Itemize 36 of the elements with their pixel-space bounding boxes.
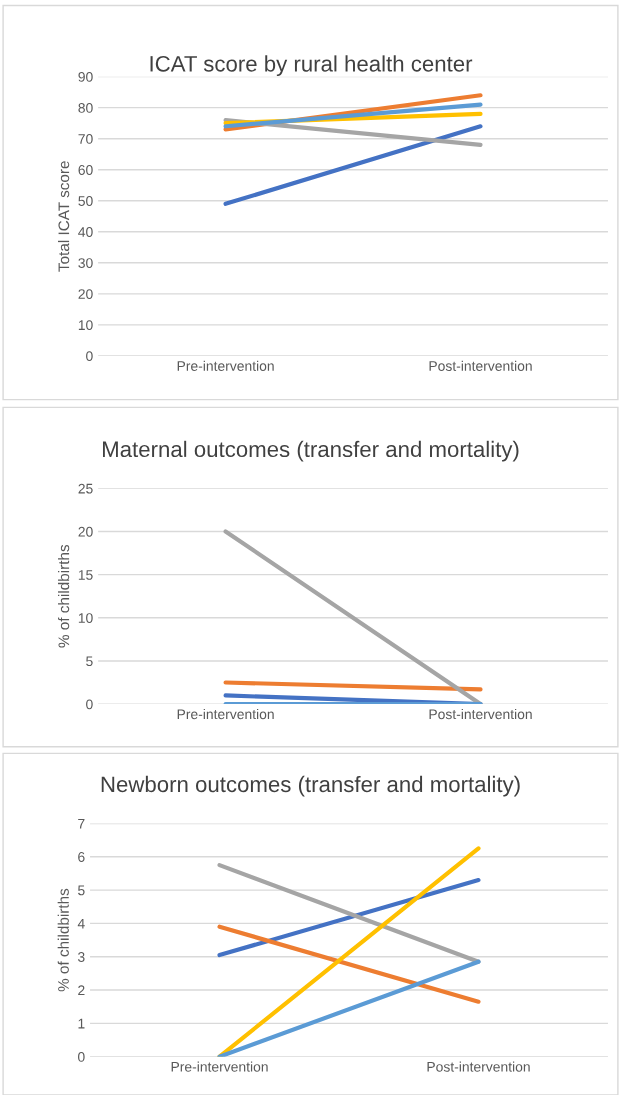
y-tick-label: 10 xyxy=(78,320,93,331)
y-tick-label: 4 xyxy=(77,918,85,929)
y-tick-label: 0 xyxy=(78,1052,85,1062)
chart-title: ICAT score by rural health center xyxy=(150,55,473,77)
y-tick-label: 80 xyxy=(78,103,93,113)
y-tick-label: 60 xyxy=(78,165,93,175)
y-tick-label: 10 xyxy=(78,613,93,623)
x-tick-label: Post-intervention xyxy=(429,708,532,720)
y-axis-title: % of childbirths xyxy=(58,544,70,648)
y-tick-label: 25 xyxy=(78,483,93,494)
y-axis-title: Total ICAT score xyxy=(58,161,70,272)
y-tick-label: 5 xyxy=(78,885,85,896)
y-tick-label: 6 xyxy=(78,852,85,862)
y-tick-label: 20 xyxy=(78,526,93,537)
y-tick-label: 40 xyxy=(78,227,93,237)
y-tick-label: 70 xyxy=(78,134,93,144)
y-tick-label: 7 xyxy=(78,818,85,829)
y-tick-label: 1 xyxy=(78,1018,85,1029)
chart-title: Maternal outcomes (transfer and mortality) xyxy=(103,440,519,462)
y-tick-label: 50 xyxy=(78,196,93,206)
y-tick-label: 0 xyxy=(86,351,93,362)
y-tick-label: 3 xyxy=(77,952,85,962)
y-tick-label: 30 xyxy=(78,258,93,268)
y-tick-label: 90 xyxy=(78,71,93,82)
x-tick-label: Pre-intervention xyxy=(177,360,274,371)
x-tick-label: Pre-intervention xyxy=(177,708,274,720)
x-tick-label: Post-intervention xyxy=(427,1061,530,1072)
y-tick-label: 5 xyxy=(86,656,93,667)
y-axis-title: % of childbirths xyxy=(57,888,69,992)
y-tick-label: 20 xyxy=(78,289,93,299)
y-tick-label: 2 xyxy=(78,985,85,996)
y-tick-label: 0 xyxy=(86,699,93,710)
x-tick-label: Post-intervention xyxy=(429,360,532,371)
chart-title: Newborn outcomes (transfer and mortality) xyxy=(101,775,520,797)
x-tick-label: Pre-intervention xyxy=(171,1061,268,1072)
y-tick-label: 15 xyxy=(78,570,93,580)
